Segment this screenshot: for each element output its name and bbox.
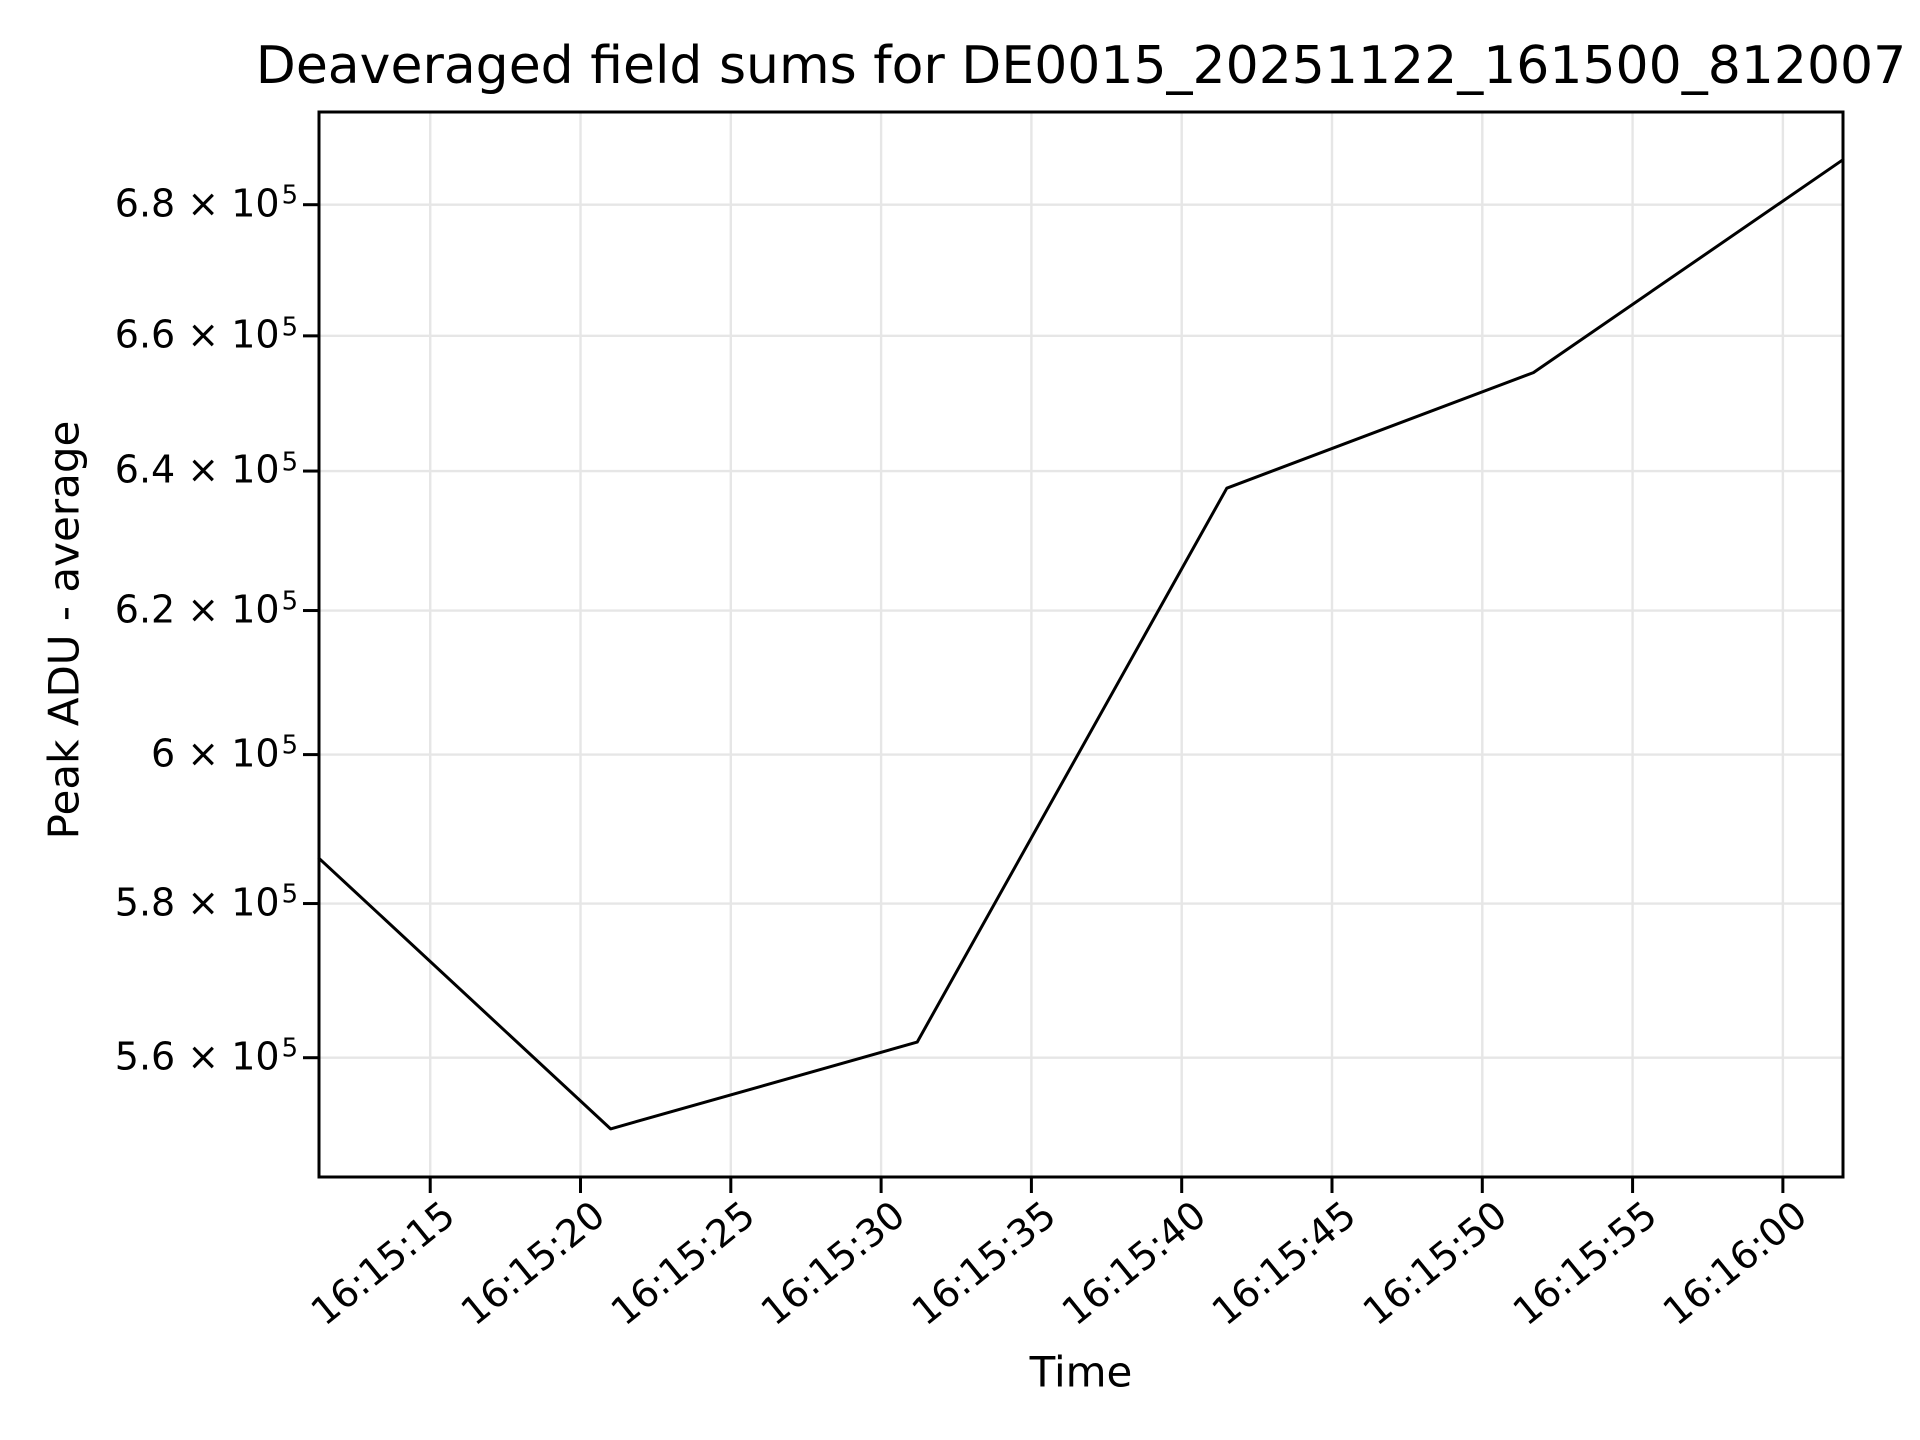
chart-title: Deaveraged field sums for DE0015_2025112… [255, 36, 1907, 96]
y-tick-label: 6.6 × 105 [114, 311, 298, 357]
y-tick-label: 6 × 105 [151, 730, 298, 776]
y-tick-label: 6.2 × 105 [114, 586, 298, 631]
y-tick-label: 6.4 × 105 [114, 447, 298, 492]
y-tick-label: 5.8 × 105 [114, 879, 298, 924]
y-tick-label: 6.8 × 105 [114, 180, 298, 226]
axes-spines [317, 110, 1845, 1179]
x-axis-label: Time [1029, 1347, 1133, 1397]
data-line [317, 158, 1845, 1131]
y-tick-label: 5.6 × 105 [114, 1033, 298, 1079]
